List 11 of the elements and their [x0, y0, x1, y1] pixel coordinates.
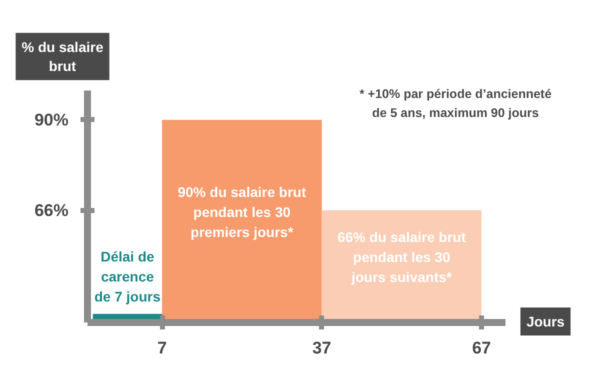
annotation: 90% du salaire brut pendant les 30 premiers jours*: [178, 184, 306, 240]
annotation: * +10% par période d’ancienneté de 5 ans, maximum 90 jours: [359, 87, 552, 120]
x-tick-label: 7: [157, 338, 167, 358]
x-tick-label: 67: [472, 338, 492, 358]
x-axis-title: Jours: [526, 314, 565, 330]
y-tick-label: 90%: [34, 110, 69, 130]
y-axis-title: % du salaire brut: [22, 38, 104, 74]
y-tick-label: 66%: [34, 200, 69, 220]
annotation: 66% du salaire brut pendant les 30 jours suivants*: [337, 229, 466, 286]
x-tick-label: 37: [312, 338, 332, 358]
annotation: Délai de carence de 7 jours: [94, 248, 161, 305]
